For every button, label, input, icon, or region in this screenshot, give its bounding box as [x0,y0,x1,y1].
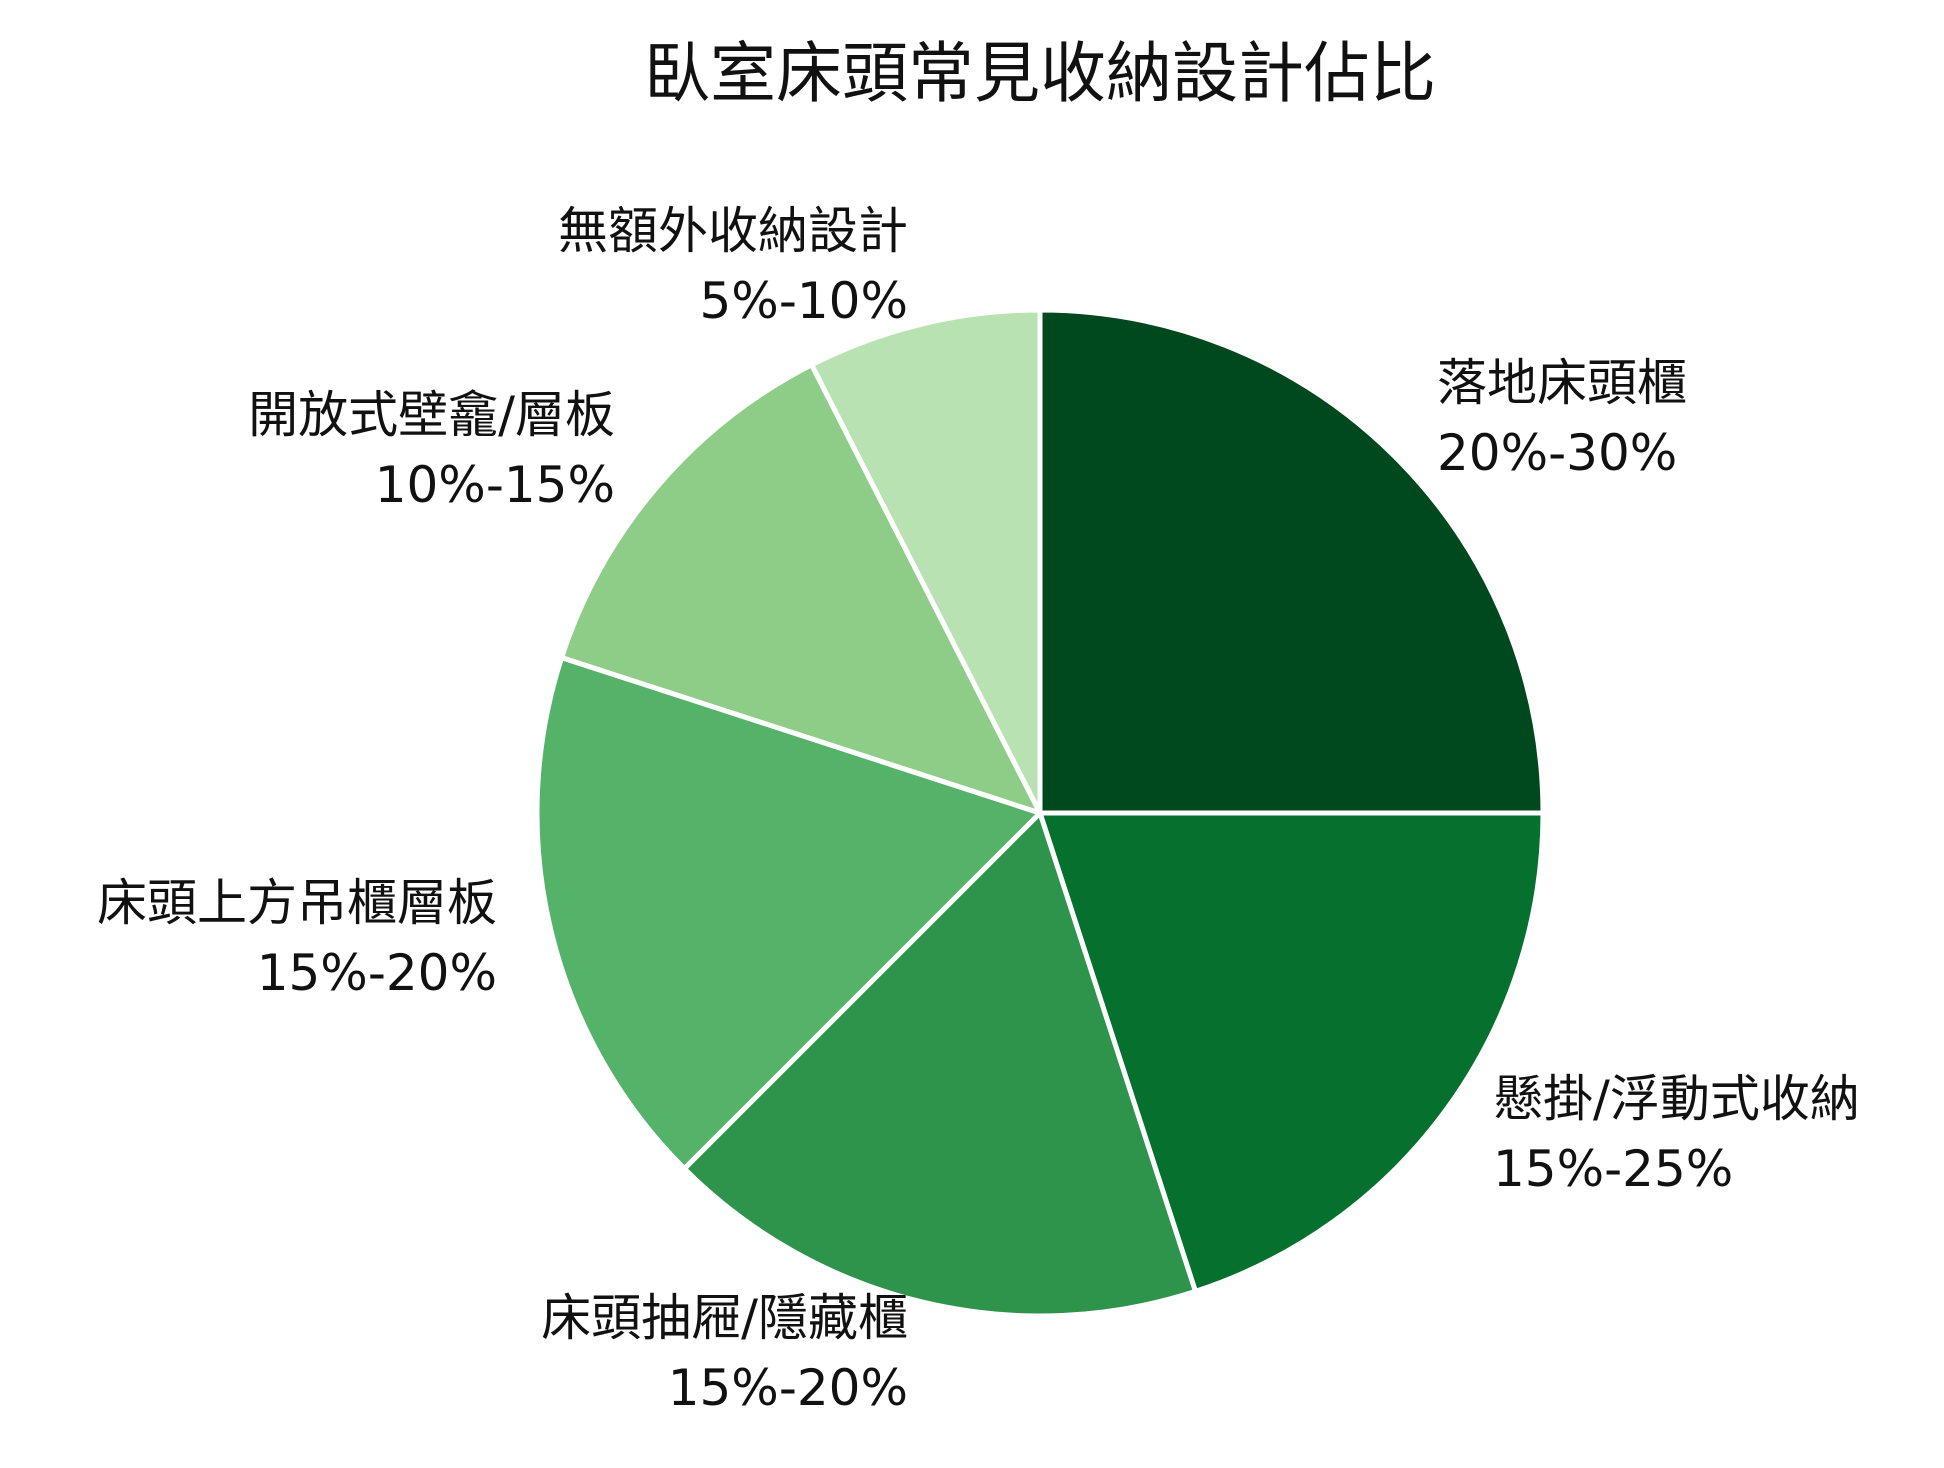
slice-label-range: 15%-20% [257,944,497,1002]
slice-label-5: 開放式壁龕/層板 10%-15% [248,386,615,514]
slice-label-6: 無額外收納設計 5%-10% [558,202,908,330]
slice-label-name: 無額外收納設計 [558,202,908,260]
pie-slice-2 [1037,810,1546,1294]
chart-title: 臥室床頭常見收納設計佔比 [644,35,1436,112]
slice-labels: 落地床頭櫃 20%-30% 懸掛/浮動式收納 15%-25% 床頭抽屜/隱藏櫃 15%-2… [97,202,1860,1417]
slice-label-name: 落地床頭櫃 [1437,354,1687,412]
slice-label-3: 床頭抽屜/隱藏櫃 15%-20% [541,1289,908,1417]
pie-slice-5 [559,362,1043,816]
slice-label-4: 床頭上方吊櫃層板 15%-20% [97,874,497,1002]
slice-label-range: 5%-10% [700,272,909,330]
slice-label-range: 15%-20% [668,1359,908,1417]
pie-slice-4 [534,655,1043,1172]
slice-label-name: 床頭上方吊櫃層板 [97,874,497,932]
pie-slice-1 [1037,307,1546,816]
slice-label-range: 10%-15% [375,456,615,514]
pie-slices [534,307,1546,1319]
slice-label-1: 落地床頭櫃 20%-30% [1437,354,1687,482]
pie-slice-6 [809,307,1043,816]
slice-label-name: 懸掛/浮動式收納 [1493,1070,1860,1128]
slice-label-2: 懸掛/浮動式收納 15%-25% [1493,1070,1860,1198]
slice-label-name: 床頭抽屜/隱藏櫃 [541,1289,908,1347]
slice-label-range: 20%-30% [1437,424,1677,482]
slice-label-name: 開放式壁龕/層板 [248,386,615,444]
slice-label-range: 15%-25% [1493,1140,1733,1198]
pie-slice-3 [681,810,1198,1319]
